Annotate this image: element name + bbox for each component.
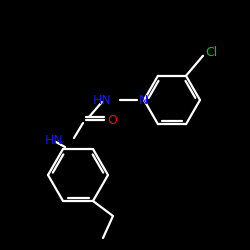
Text: N: N — [138, 94, 148, 106]
Text: Cl: Cl — [205, 46, 217, 59]
Text: O: O — [107, 114, 117, 126]
Text: HN: HN — [92, 94, 111, 106]
Text: HN: HN — [45, 134, 64, 146]
